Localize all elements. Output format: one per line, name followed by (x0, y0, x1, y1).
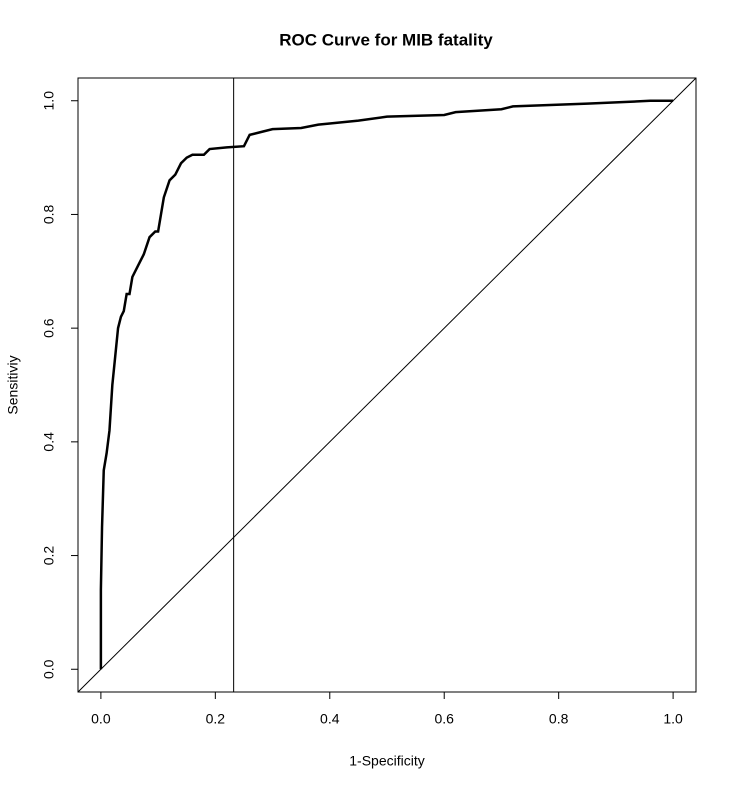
x-tick-label: 0.6 (434, 711, 454, 727)
y-tick-label: 1.0 (41, 91, 57, 111)
plot-frame (77, 77, 697, 693)
chart-title: ROC Curve for MIB fatality (279, 30, 493, 49)
x-tick-label: 0.8 (549, 711, 569, 727)
y-tick-label: 0.2 (41, 546, 57, 566)
x-tick-label: 0.2 (206, 711, 226, 727)
x-tick-label: 1.0 (663, 711, 683, 727)
x-axis-label: 1-Specificity (349, 753, 424, 769)
y-tick-label: 0.0 (41, 659, 57, 679)
y-tick-label: 0.8 (41, 205, 57, 225)
y-tick-label: 0.4 (41, 432, 57, 452)
x-tick-label: 0.0 (91, 711, 111, 727)
y-axis-label: Sensitiviy (5, 355, 21, 414)
reference-line (77, 77, 697, 693)
x-tick-label: 0.4 (320, 711, 340, 727)
roc-curve (99, 99, 674, 670)
y-tick-label: 0.6 (41, 318, 57, 338)
